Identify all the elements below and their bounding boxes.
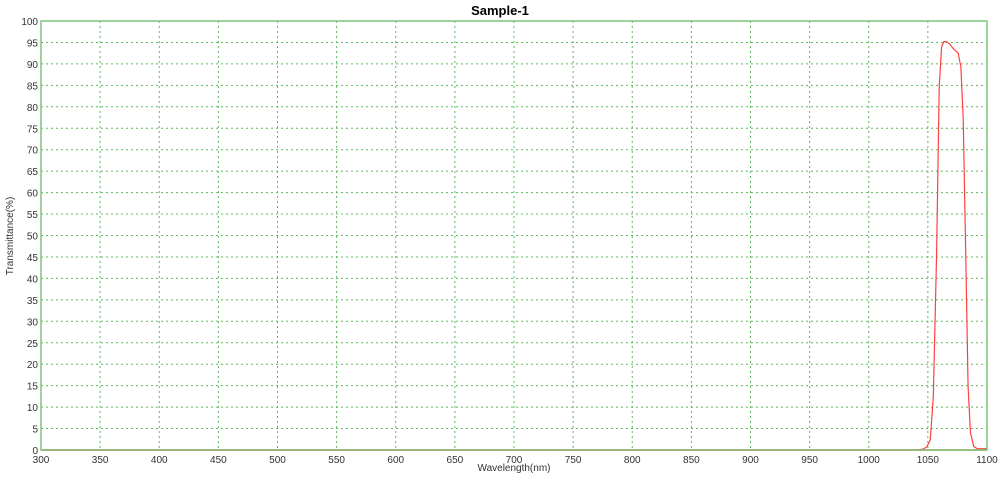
y-tick-label: 95 (27, 38, 39, 49)
x-tick-label: 350 (92, 455, 109, 466)
y-tick-label: 10 (27, 403, 39, 414)
y-tick-label: 45 (27, 253, 39, 264)
x-tick-label: 800 (624, 455, 641, 466)
y-tick-label: 30 (27, 317, 39, 328)
series-line (41, 40, 987, 451)
y-tick-label: 85 (27, 81, 39, 92)
x-tick-label: 550 (328, 455, 345, 466)
plot-frame (40, 20, 988, 451)
x-tick-label: 650 (447, 455, 464, 466)
y-tick-label: 25 (27, 339, 39, 350)
x-tick-label: 750 (565, 455, 582, 466)
x-tick-label: 900 (742, 455, 759, 466)
y-tick-label: 75 (27, 124, 39, 135)
x-tick-label: 600 (387, 455, 404, 466)
x-axis-ticks: 300 350 400 450 500 550 600 650 700 750 800 850 900 9… (33, 455, 999, 466)
y-tick-label: 40 (27, 274, 39, 285)
y-tick-label: 15 (27, 382, 39, 393)
y-tick-label: 55 (27, 210, 39, 221)
grid (41, 21, 987, 450)
y-tick-label: 20 (27, 360, 39, 371)
x-tick-label: 300 (33, 455, 50, 466)
chart-title: Sample-1 (471, 3, 529, 18)
y-tick-label: 100 (21, 17, 38, 28)
y-tick-label: 60 (27, 189, 39, 200)
y-tick-label: 65 (27, 167, 39, 178)
y-tick-label: 90 (27, 60, 39, 71)
x-axis-label: Wavelength(nm) (478, 463, 551, 474)
y-tick-label: 50 (27, 232, 39, 243)
y-axis-ticks: 0 5 10 15 20 25 30 35 40 45 50 55 60 65 70 75 80 85 90 95 10… (21, 17, 38, 457)
x-tick-label: 950 (801, 455, 818, 466)
x-tick-label: 1000 (858, 455, 881, 466)
x-tick-label: 400 (151, 455, 168, 466)
y-tick-label: 35 (27, 296, 39, 307)
x-tick-label: 500 (269, 455, 286, 466)
y-tick-label: 70 (27, 146, 39, 157)
y-axis-label: Transmittance(%) (5, 197, 16, 276)
x-tick-label: 850 (683, 455, 700, 466)
x-tick-label: 1100 (976, 455, 998, 466)
x-tick-label: 700 (506, 455, 523, 466)
x-tick-label: 1050 (917, 455, 940, 466)
y-tick-label: 80 (27, 103, 39, 114)
y-tick-label: 0 (32, 446, 38, 457)
x-tick-label: 450 (210, 455, 227, 466)
y-tick-label: 5 (32, 425, 38, 436)
